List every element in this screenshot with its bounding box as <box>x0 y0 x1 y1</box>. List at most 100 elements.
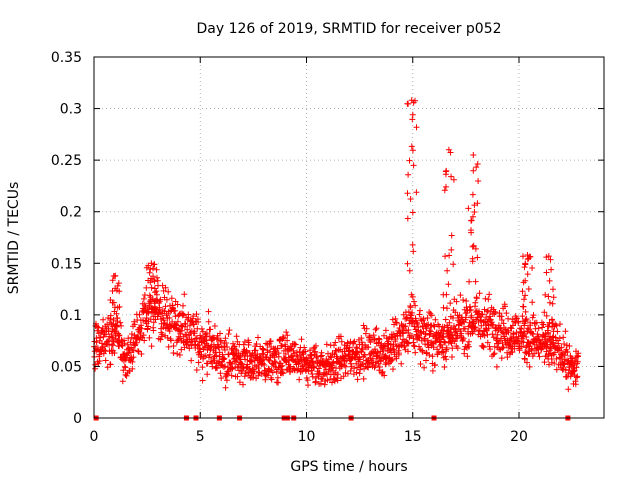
data-point <box>480 343 487 350</box>
data-point <box>223 340 230 346</box>
data-point <box>224 371 231 378</box>
y-tick-label: 0.35 <box>51 50 82 66</box>
data-point <box>443 356 450 363</box>
data-point <box>424 315 431 321</box>
data-point <box>475 178 482 184</box>
data-point <box>409 116 416 123</box>
data-point <box>491 350 498 357</box>
data-point <box>417 361 424 367</box>
data-point <box>273 379 280 386</box>
data-point <box>195 319 202 325</box>
data-point <box>140 295 147 302</box>
data-point <box>224 344 231 350</box>
data-points <box>91 97 582 421</box>
data-point <box>441 187 448 194</box>
data-point <box>545 293 552 300</box>
data-point <box>405 327 412 333</box>
data-point <box>388 357 395 364</box>
y-tick-label: 0.05 <box>51 359 82 375</box>
data-point <box>399 329 406 336</box>
data-point <box>530 312 537 319</box>
data-point <box>525 255 532 262</box>
data-point <box>305 382 311 389</box>
data-point <box>213 364 220 371</box>
data-point <box>392 336 399 343</box>
data-point <box>107 361 114 368</box>
data-point <box>251 368 258 375</box>
data-point <box>182 321 189 328</box>
data-point <box>204 371 211 378</box>
data-point <box>228 372 235 379</box>
data-point <box>536 353 543 360</box>
data-point <box>412 302 419 309</box>
data-point <box>279 342 285 349</box>
data-point <box>170 350 177 356</box>
data-point <box>447 313 454 320</box>
data-point <box>466 319 473 326</box>
data-point <box>547 256 554 263</box>
y-tick-label: 0 <box>73 411 82 427</box>
data-point <box>112 272 119 279</box>
data-point <box>546 277 553 284</box>
data-point <box>439 333 446 340</box>
data-point <box>153 288 160 295</box>
data-point <box>308 352 315 358</box>
data-point <box>234 373 241 380</box>
data-point <box>344 339 351 346</box>
data-point <box>233 333 240 340</box>
data-point <box>174 301 181 308</box>
data-point <box>383 359 390 366</box>
data-point <box>520 279 527 286</box>
data-point <box>468 227 474 234</box>
data-point <box>305 368 312 375</box>
data-point <box>449 354 455 360</box>
data-point <box>334 377 341 384</box>
data-point <box>446 252 453 259</box>
data-point <box>533 319 540 326</box>
data-point <box>214 365 221 372</box>
data-point <box>148 260 155 267</box>
data-point <box>223 377 230 384</box>
data-point <box>104 364 111 371</box>
data-point <box>574 358 581 365</box>
data-point <box>498 317 505 323</box>
data-point <box>280 335 287 341</box>
data-point <box>387 341 394 347</box>
data-point <box>174 318 181 325</box>
data-point <box>347 367 354 374</box>
data-point <box>312 348 319 355</box>
data-point <box>181 291 188 298</box>
data-point <box>572 381 579 388</box>
data-point <box>243 364 250 371</box>
data-point <box>541 309 548 316</box>
data-point <box>542 291 549 298</box>
data-point <box>391 349 398 356</box>
data-point <box>440 334 447 341</box>
data-point <box>390 366 396 373</box>
data-point <box>470 167 477 174</box>
data-point <box>211 323 218 329</box>
data-point <box>432 316 439 323</box>
data-point <box>346 344 353 351</box>
data-point <box>413 189 420 196</box>
data-point <box>389 356 396 363</box>
data-point <box>492 309 499 316</box>
data-point <box>353 350 359 357</box>
data-point <box>245 339 252 346</box>
data-point <box>547 341 553 348</box>
data-point <box>204 360 211 367</box>
data-point <box>448 173 455 180</box>
data-point <box>503 310 510 317</box>
data-point <box>292 341 299 348</box>
y-tick-label: 0.25 <box>51 153 82 169</box>
data-point <box>409 309 416 316</box>
data-point <box>114 282 121 289</box>
data-point <box>255 334 261 341</box>
data-point <box>522 292 529 299</box>
data-point <box>160 287 167 294</box>
data-point <box>108 347 115 354</box>
data-point <box>379 368 386 375</box>
data-point <box>460 297 467 303</box>
data-point <box>454 345 461 352</box>
axis-ticks: 0 5 10 15 20 0 0.05 0.1 0.15 0.2 0.25 0.3 0.35 <box>51 50 604 445</box>
